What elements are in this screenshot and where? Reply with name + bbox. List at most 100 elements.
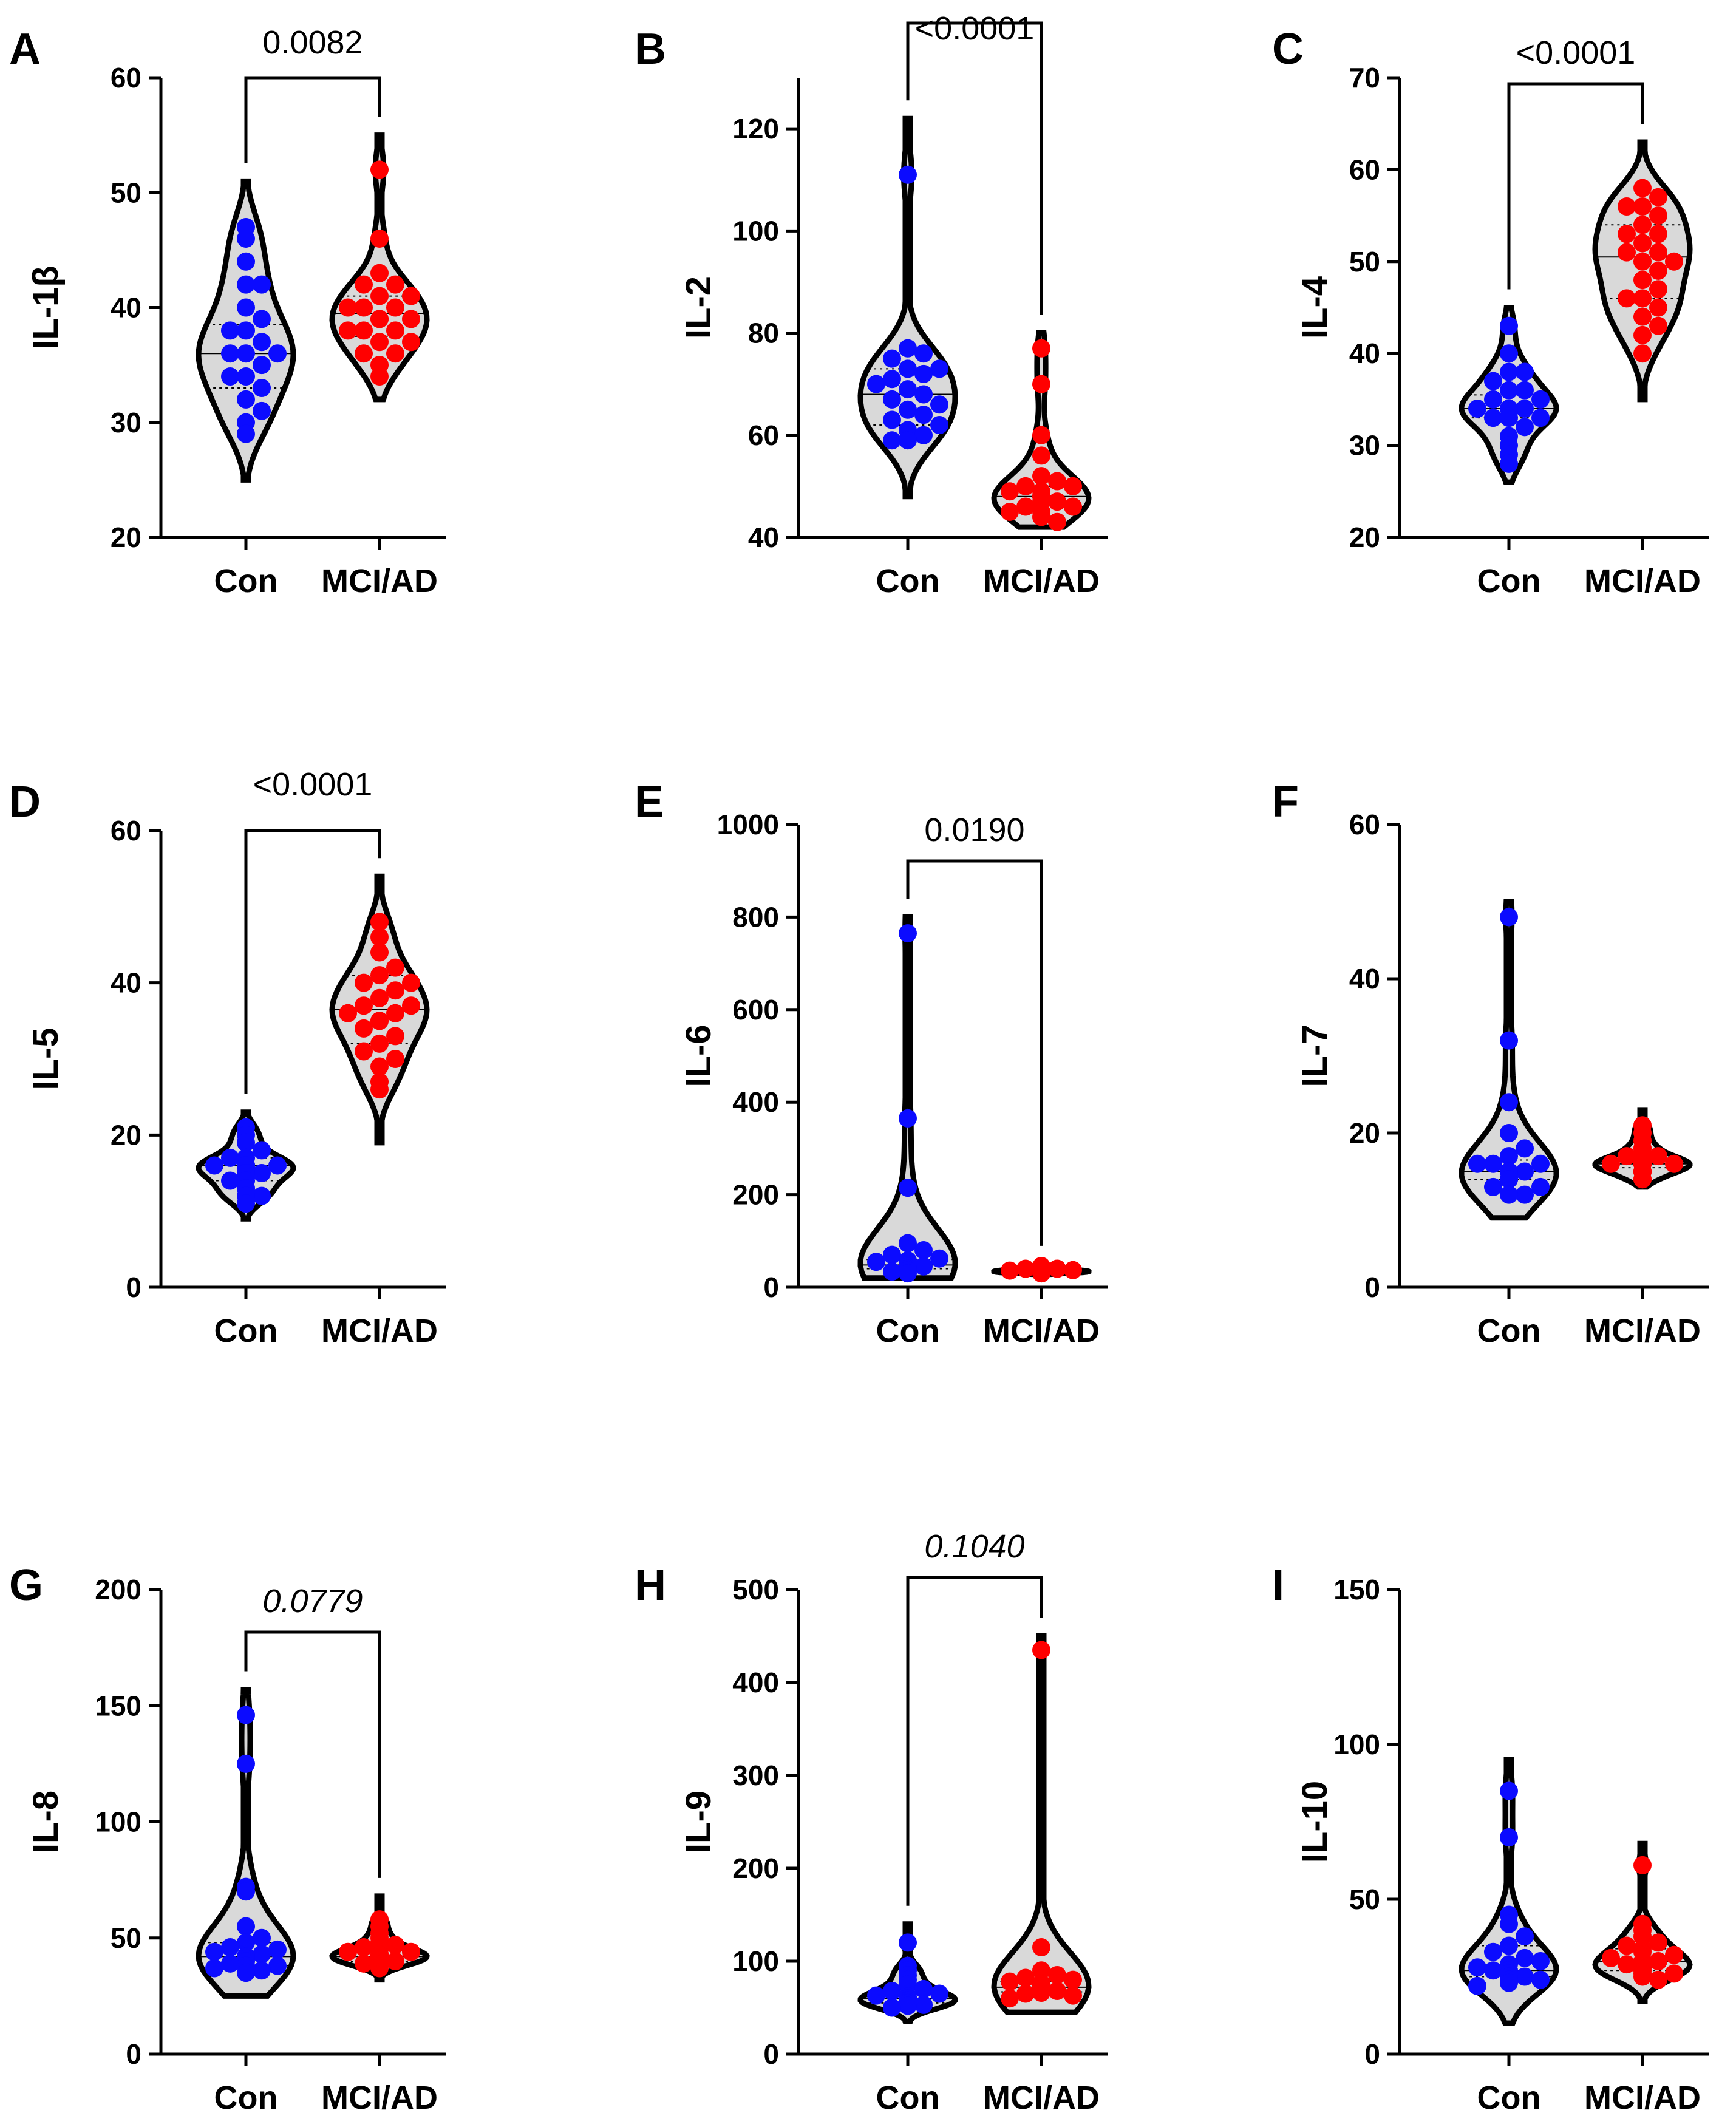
significance-bracket [906,21,1043,315]
data-point [370,913,389,931]
x-category-label: Con [876,563,940,599]
y-tick-label: 0 [763,1271,779,1303]
y-tick-label: 0 [1364,1271,1380,1303]
data-point [237,424,255,443]
data-point [883,349,901,368]
data-point [1064,477,1082,495]
data-point [867,375,885,393]
data-point [1618,243,1636,262]
violin-con [1459,899,1559,1221]
y-tick-label: 50 [1349,1883,1380,1915]
data-point [237,1706,255,1724]
y-tick-label: 40 [1349,338,1380,369]
data-point [370,160,389,179]
data-point [1516,418,1534,437]
data-point [1618,1936,1636,1955]
x-category-label: Con [214,2080,278,2113]
data-point [1633,289,1652,308]
data-point [1516,362,1534,381]
data-point [1484,372,1502,390]
x-category-label: MCI/AD [1584,1313,1701,1349]
data-point [914,364,933,383]
data-point [1649,1933,1667,1952]
y-tick-label: 30 [1349,430,1380,461]
y-tick-label: 20 [111,522,141,553]
y-tick-label: 50 [111,177,141,208]
data-point [402,996,420,1015]
data-point [370,1012,389,1030]
data-point [1484,1154,1502,1173]
data-point [355,973,373,992]
data-point [914,1241,933,1260]
data-point [1649,1147,1667,1166]
data-point [1500,381,1518,400]
data-point [355,996,373,1015]
y-tick-label: 0 [126,2038,141,2070]
x-category-label: MCI/AD [983,1313,1100,1349]
p-value-label: <0.0001 [915,10,1035,47]
data-point [1649,188,1667,206]
data-point [1649,1970,1667,1989]
y-tick-label: 1000 [717,809,779,840]
p-value-label: 0.0082 [262,24,363,61]
data-point [237,298,255,317]
data-point [1500,316,1518,335]
data-point [386,1952,404,1970]
y-tick-label: 150 [95,1690,141,1721]
data-point [1531,409,1550,427]
y-tick-label: 40 [748,522,779,553]
y-tick-label: 60 [1349,809,1380,840]
data-point [237,367,255,386]
data-point [1468,1958,1486,1977]
data-point [237,1133,255,1152]
data-point [205,1959,223,1978]
data-point [1633,1967,1652,1986]
y-axis-label: IL-7 [1295,1024,1335,1087]
y-tick-label: 30 [111,407,141,438]
data-point [386,958,404,977]
p-value-label: 0.0779 [262,1583,363,1619]
data-point [370,1080,389,1099]
data-point [899,339,917,358]
data-point [1484,409,1502,427]
data-point [253,275,271,294]
p-value-label: <0.0001 [1516,35,1636,71]
y-tick-label: 300 [732,1760,779,1791]
panel-b: B IL-2 40 60 80 100 120 Con MCI/AD <0.0001 [635,10,1108,599]
data-point [370,943,389,962]
data-point [1500,362,1518,381]
data-point [355,298,373,317]
data-point [1500,1170,1518,1189]
panel-letter: I [1272,1561,1284,1610]
data-point [899,359,917,378]
data-point [1048,1981,1066,2000]
significance-bracket [244,76,381,163]
data-point [1531,390,1550,409]
x-category-label: MCI/AD [1584,563,1701,599]
data-point [1618,1955,1636,1974]
data-point [237,344,255,363]
y-tick-label: 400 [732,1086,779,1118]
data-point [1500,1936,1518,1955]
data-point [1032,508,1050,526]
data-point [930,415,948,434]
data-point [1516,1139,1534,1158]
data-point [402,973,420,992]
data-point [1032,426,1050,444]
data-point [1649,261,1667,280]
panel-f: F IL-7 0 20 40 60 Con MCI/AD [1272,778,1709,1349]
data-point [1633,344,1652,363]
data-point [1665,1964,1683,1983]
data-point [883,370,901,389]
y-tick-label: 20 [111,1119,141,1151]
x-category-label: MCI/AD [1584,2080,1701,2113]
data-point [1016,477,1035,495]
violin-mci-ad [991,1633,1092,2015]
data-point [355,275,373,294]
data-point [899,400,917,419]
data-point [1500,1185,1518,1204]
y-axis-label: IL-2 [679,276,718,339]
data-point [1633,271,1652,290]
data-point [221,1954,239,1973]
